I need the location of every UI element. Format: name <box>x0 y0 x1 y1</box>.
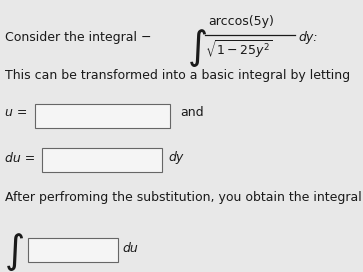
Text: du =: du = <box>5 152 35 165</box>
Text: $\sqrt{1-25y^2}$: $\sqrt{1-25y^2}$ <box>205 39 273 61</box>
Text: dy: dy <box>168 152 183 165</box>
Text: Consider the integral −: Consider the integral − <box>5 32 151 45</box>
Text: u =: u = <box>5 107 27 119</box>
Text: This can be transformed into a basic integral by letting: This can be transformed into a basic int… <box>5 69 350 82</box>
Text: arccos(5y): arccos(5y) <box>208 16 274 29</box>
Text: ∫: ∫ <box>188 29 208 67</box>
Text: After perfroming the substitution, you obtain the integral: After perfroming the substitution, you o… <box>5 191 362 205</box>
FancyBboxPatch shape <box>28 238 118 262</box>
FancyBboxPatch shape <box>42 148 162 172</box>
FancyBboxPatch shape <box>35 104 170 128</box>
Text: dy:: dy: <box>298 32 318 45</box>
Text: du: du <box>122 242 138 255</box>
Text: and: and <box>180 107 204 119</box>
Text: ∫: ∫ <box>5 233 25 271</box>
